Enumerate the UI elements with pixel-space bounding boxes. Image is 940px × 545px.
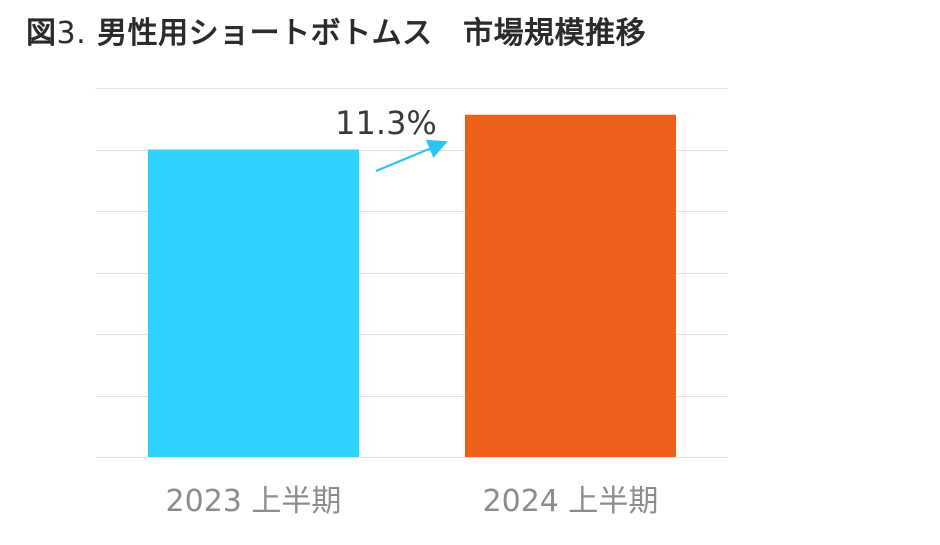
category-labels: 2023 上半期 2024 上半期 [166,484,659,519]
bars [148,114,676,457]
category-label: 2024 上半期 [483,484,659,519]
bar-1 [148,149,359,457]
annotations: 11.3% [335,104,448,173]
page-title: 図3. 男性用ショートボトムス 市場規模推移 [26,14,646,54]
growth-arrow [375,139,448,173]
category-label: 2023 上半期 [166,484,342,519]
growth-label: 11.3% [335,104,437,142]
bar-2 [465,114,676,457]
title-text: 男性用ショートボトムス 市場規模推移 [97,16,647,51]
title-prefix: 図 [26,16,57,51]
title-number: 3. [56,16,87,51]
